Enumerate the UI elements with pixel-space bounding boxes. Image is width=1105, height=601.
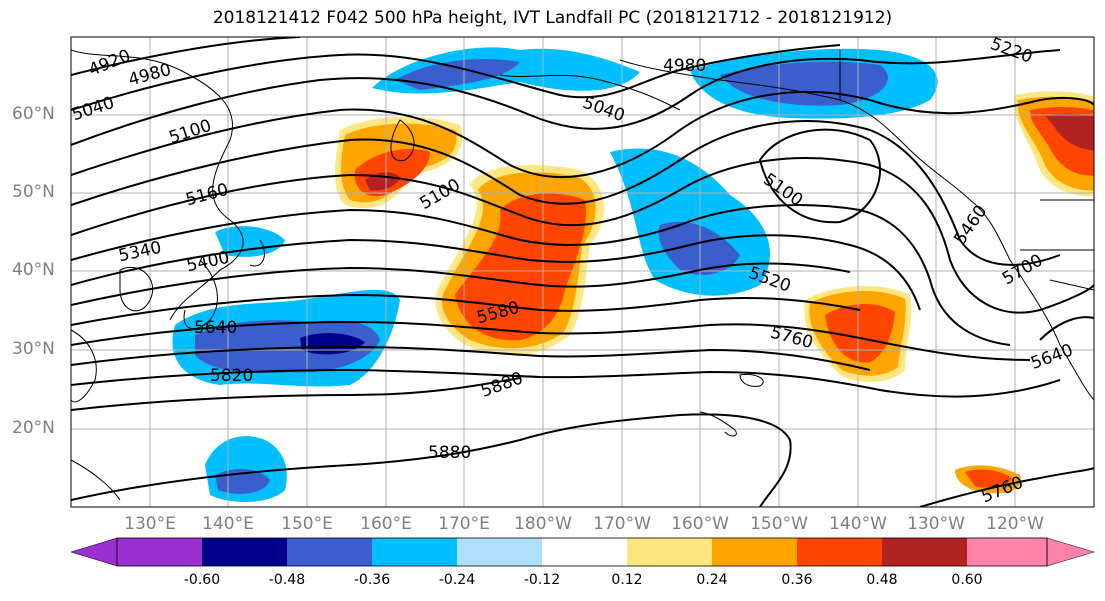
colorbar-swatch [967,538,1047,566]
lon-label: 170°E [438,514,490,534]
colorbar-tick-label: 0.48 [866,572,898,588]
colorbar-swatch [797,538,882,566]
ivt-positive-region [965,469,1012,488]
colorbar-tick-label: -0.48 [268,572,306,588]
ivt-shading [172,47,1094,502]
lat-label: 60°N [12,104,55,124]
colorbar-swatch [627,538,712,566]
lon-label: 140°E [202,514,254,534]
colorbar-tick-label: 0.36 [781,572,813,588]
colorbar-tick-label: -0.12 [523,572,561,588]
lat-label: 40°N [12,260,55,280]
contour-label: 5640 [194,318,237,338]
colorbar-swatch [372,538,457,566]
ivt-negative-region [395,59,520,90]
lon-label: 130°E [124,514,176,534]
lon-label: 160°E [360,514,412,534]
lon-label: 170°W [593,514,651,534]
ivt-positive-region [1045,113,1094,151]
ivt-negative-region [215,226,285,257]
lon-label: 150°E [281,514,333,534]
lon-label: 160°W [671,514,729,534]
colorbar-tick-label: -0.60 [183,572,221,588]
height-contours [71,37,1094,507]
lat-label: 30°N [12,339,55,359]
colorbar-tick-label: 0.12 [611,572,643,588]
colorbar-swatch [542,538,627,566]
colorbar-swatch [202,538,287,566]
colorbar-extend-low [70,537,118,567]
colorbar-tick-label: 0.24 [696,572,728,588]
map-frame [70,36,1095,508]
ivt-negative-region [300,333,365,355]
colorbar-tick-label: -0.36 [353,572,391,588]
colorbar-tick-label: 0.60 [951,572,983,588]
colorbar-swatch [712,538,797,566]
contour-label: 5820 [210,366,253,386]
contour-label: 4980 [663,56,706,76]
lon-label: 180°W [514,514,572,534]
ivt-negative-region [658,221,740,275]
lon-label: 150°W [750,514,808,534]
chart-title: 2018121412 F042 500 hPa height, IVT Land… [212,8,893,28]
colorbar-swatch [117,538,202,566]
contour-label: 5880 [428,443,471,463]
lon-label: 140°W [829,514,887,534]
lat-label: 20°N [12,418,55,438]
colorbar [70,537,1095,567]
colorbar-swatch [882,538,967,566]
colorbar-tick-label: -0.24 [438,572,476,588]
colorbar-swatch [457,538,542,566]
lat-label: 50°N [12,182,55,202]
colorbar-extend-high [1046,537,1095,567]
graticule [71,37,1094,507]
lon-label: 120°W [986,514,1044,534]
lon-label: 130°W [907,514,965,534]
colorbar-swatch [287,538,372,566]
ivt-positive-region [825,304,895,363]
